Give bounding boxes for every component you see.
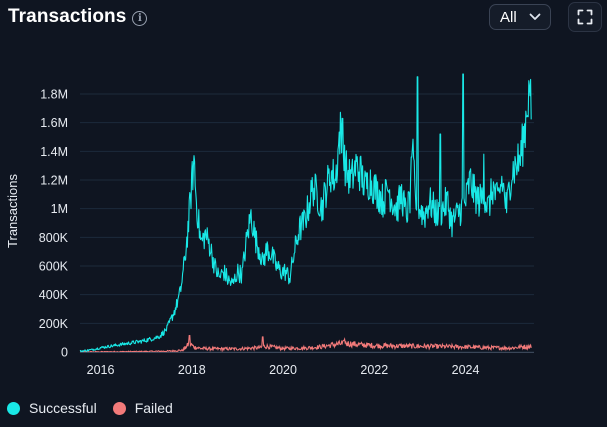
y-tick-label: 200K	[39, 317, 69, 331]
axis-layer: 0 200K 400K 600K 800K 1M 1.2M 1.4M 1.6M 1.8M 2016 2…	[39, 88, 534, 377]
y-tick-label: 1.4M	[40, 145, 68, 159]
y-tick-label: 600K	[39, 260, 69, 274]
legend-item-successful[interactable]: Successful	[7, 400, 97, 416]
legend-swatch-failed	[112, 401, 126, 415]
x-tick-label: 2020	[269, 363, 297, 377]
x-tick-label: 2018	[178, 363, 206, 377]
y-tick-label: 400K	[39, 288, 69, 302]
legend-label-successful: Successful	[29, 400, 97, 416]
expand-icon	[577, 9, 593, 25]
series-line-successful	[79, 73, 532, 353]
y-tick-label: 1M	[51, 202, 68, 216]
y-tick-label: 1.8M	[40, 88, 68, 102]
failed-series	[79, 334, 532, 353]
legend-item-failed[interactable]: Failed	[112, 400, 173, 416]
legend-swatch-successful	[7, 401, 20, 415]
chart-header: Transactions i	[8, 6, 148, 28]
successful-series	[79, 73, 532, 353]
chart-title: Transactions	[8, 6, 127, 27]
info-icon[interactable]: i	[132, 10, 148, 26]
y-tick-label: 1.6M	[40, 116, 68, 130]
chevron-down-icon	[529, 13, 541, 20]
legend: Successful Failed	[7, 400, 173, 416]
x-tick-label: 2024	[452, 363, 480, 377]
fullscreen-button[interactable]	[568, 2, 602, 32]
y-axis-label: Transactions	[5, 174, 20, 248]
series-line-failed	[79, 334, 532, 353]
y-tick-label: 0	[61, 346, 68, 360]
x-tick-label: 2016	[87, 363, 115, 377]
y-tick-label: 800K	[39, 231, 69, 245]
time-range-value: All	[500, 8, 517, 26]
y-tick-label: 1.2M	[40, 174, 68, 188]
x-tick-label: 2022	[360, 363, 388, 377]
time-range-select[interactable]: All	[489, 4, 551, 30]
legend-label-failed: Failed	[134, 400, 173, 416]
